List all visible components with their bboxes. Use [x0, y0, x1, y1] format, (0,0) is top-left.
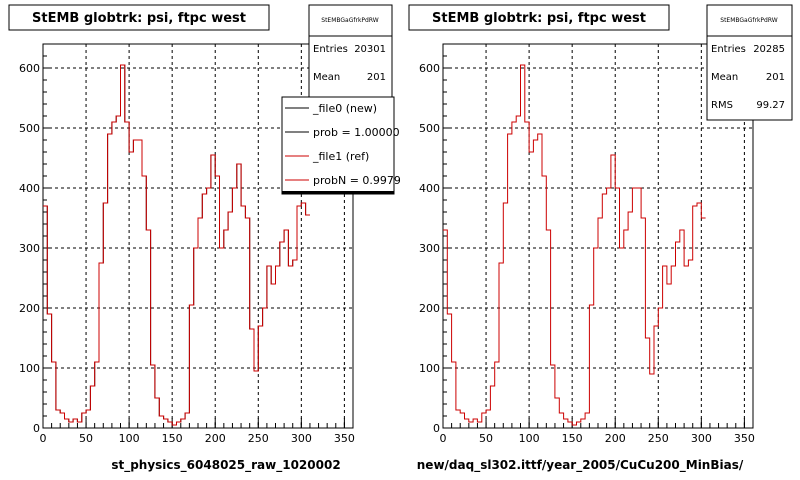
- x-tick-label: 200: [205, 432, 226, 445]
- stats-rms-label: RMS: [711, 100, 733, 111]
- stats-box: [706, 4, 793, 121]
- legend-entry-ref: _file1 (ref): [312, 150, 369, 163]
- left-panel: StEMB globtrk: psi, ftpc west 0 100 200 300…: [8, 4, 400, 473]
- x-tick-label: 300: [691, 432, 712, 445]
- stats-entries-label: Entries: [313, 44, 348, 55]
- legend-entry-prob: prob = 1.000000: [313, 126, 400, 139]
- stats-mean-value: 201: [766, 72, 785, 83]
- x-axis-ticks: 0 50 100 150 200 250 300 350: [440, 418, 755, 445]
- grid-lines: [443, 44, 753, 428]
- x-axis-label: st_physics_6048025_raw_1020002: [111, 458, 340, 473]
- y-tick-label: 0: [33, 422, 40, 435]
- stats-entries-value: 20301: [354, 44, 386, 55]
- stats-header: StEMBGaGfrkPdRW: [321, 17, 379, 24]
- y-tick-label: 200: [419, 302, 440, 315]
- y-tick-label: 400: [419, 182, 440, 195]
- stats-mean-value: 201: [367, 72, 386, 83]
- x-tick-label: 200: [605, 432, 626, 445]
- stats-box: [308, 4, 393, 104]
- legend-entry-new: _file0 (new): [312, 102, 377, 115]
- x-tick-label: 50: [479, 432, 493, 445]
- y-tick-label: 300: [419, 242, 440, 255]
- x-axis-label: new/daq_sl302.ittf/year_2005/CuCu200_Min…: [417, 458, 744, 473]
- x-tick-label: 250: [248, 432, 269, 445]
- x-tick-label: 250: [648, 432, 669, 445]
- y-tick-label: 600: [19, 62, 40, 75]
- right-histogram-chart: StEMB globtrk: psi, ftpc west 0 100 200 300…: [408, 4, 793, 473]
- x-tick-label: 350: [734, 432, 755, 445]
- y-tick-label: 500: [419, 122, 440, 135]
- legend-shadow: [282, 191, 394, 194]
- chart-title-box: [408, 4, 670, 31]
- y-tick-label: 600: [419, 62, 440, 75]
- histogram-series: [43, 64, 310, 426]
- y-axis-ticks: 0 100 200 300 400 500 600: [19, 43, 51, 435]
- left-histogram-chart: StEMB globtrk: psi, ftpc west 0 100 200 300…: [8, 4, 400, 473]
- stats-entries-label: Entries: [711, 44, 746, 55]
- x-tick-label: 100: [519, 432, 540, 445]
- x-tick-label: 100: [119, 432, 140, 445]
- y-axis-ticks: 0 100 200 300 400 500 600: [419, 43, 451, 435]
- chart-title: StEMB globtrk: psi, ftpc west: [32, 11, 246, 26]
- histogram-line-series-0: [443, 64, 706, 426]
- y-tick-label: 100: [419, 362, 440, 375]
- legend-entry-probn: probN = 0.99795: [313, 174, 400, 187]
- right-panel: StEMB globtrk: psi, ftpc west 0 100 200 300…: [400, 0, 800, 480]
- histogram-series: [443, 64, 706, 426]
- x-tick-label: 0: [440, 432, 447, 445]
- stats-mean-label: Mean: [711, 72, 738, 83]
- y-tick-label: 100: [19, 362, 40, 375]
- stats-entries-value: 20285: [753, 44, 785, 55]
- x-tick-label: 150: [562, 432, 583, 445]
- x-tick-label: 50: [79, 432, 93, 445]
- y-tick-label: 200: [19, 302, 40, 315]
- y-tick-label: 400: [19, 182, 40, 195]
- stats-rms-value: 99.27: [756, 100, 785, 111]
- chart-title: StEMB globtrk: psi, ftpc west: [432, 11, 646, 26]
- stats-mean-label: Mean: [313, 72, 340, 83]
- x-tick-label: 0: [40, 432, 47, 445]
- x-axis-ticks: 0 50 100 150 200 250 300 350: [40, 418, 355, 445]
- y-tick-label: 300: [19, 242, 40, 255]
- x-tick-label: 350: [334, 432, 355, 445]
- x-tick-label: 150: [162, 432, 183, 445]
- chart-title-box: [8, 4, 270, 31]
- y-tick-label: 500: [19, 122, 40, 135]
- y-tick-label: 0: [433, 422, 440, 435]
- legend-box: [281, 96, 395, 195]
- histogram-line-series-1: [43, 64, 310, 426]
- stats-header: StEMBGaGfrkPdRW: [720, 17, 778, 24]
- x-tick-label: 300: [291, 432, 312, 445]
